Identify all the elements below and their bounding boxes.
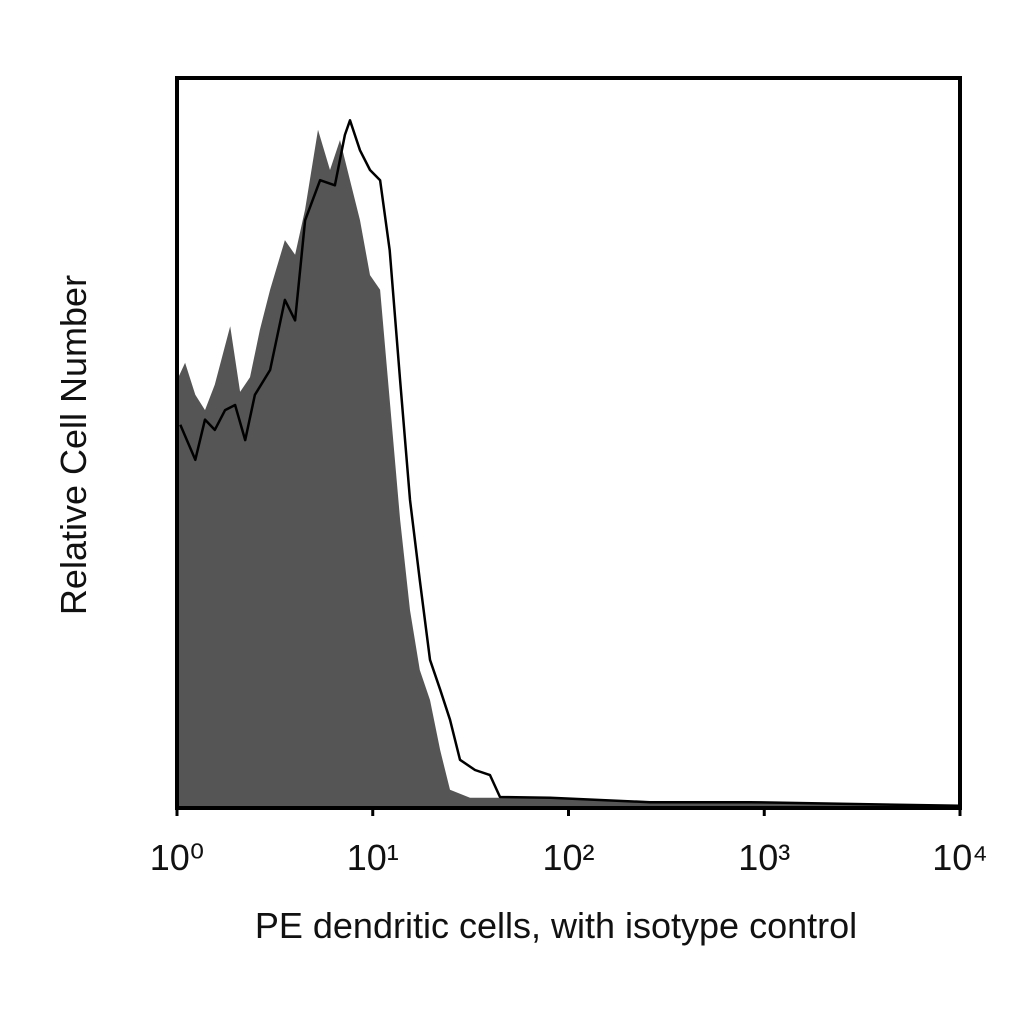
y-axis-label: Relative Cell Number [53,275,94,615]
x-tick-label: 10⁰ [150,837,204,878]
x-axis-label: PE dendritic cells, with isotype control [255,905,857,946]
x-tick-label: 10³ [738,837,790,878]
filled-histogram [177,129,960,809]
x-tick-label: 10¹ [347,837,399,878]
outline-histogram [179,119,961,808]
x-tick-label: 10⁴ [932,837,988,878]
x-tick-label: 10² [542,837,594,878]
